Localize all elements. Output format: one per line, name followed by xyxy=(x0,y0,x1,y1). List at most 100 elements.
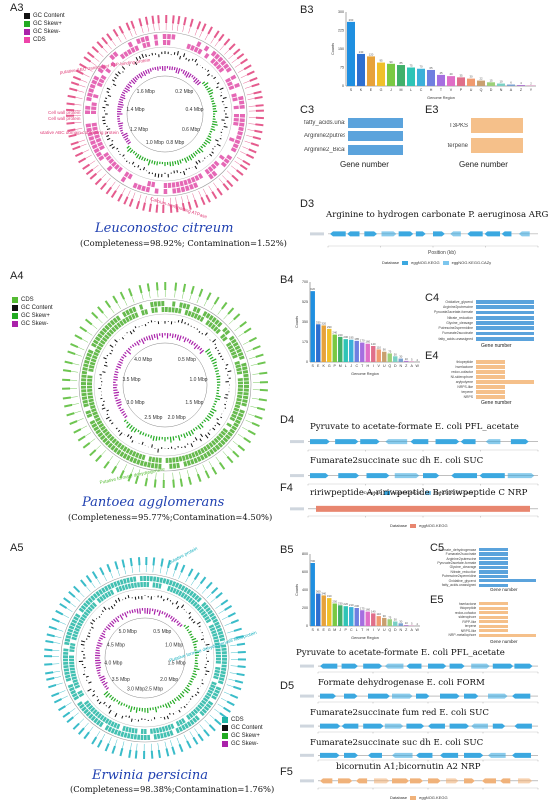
gc-content-bar xyxy=(114,344,117,346)
gene-label xyxy=(63,597,71,604)
gc-skew-bar xyxy=(129,345,133,349)
genome-scale-ring xyxy=(126,75,204,153)
x-tick-label: W xyxy=(416,364,420,368)
gc-content-bar xyxy=(188,58,190,62)
cds-feature xyxy=(229,348,235,353)
gc-skew-bar xyxy=(127,347,131,351)
gene-label xyxy=(196,473,202,483)
panel-f5: F5 bicornutin A1;bicornutin A2 NRP Datab… xyxy=(280,762,545,803)
gene-arrow xyxy=(392,778,410,784)
cds-feature xyxy=(150,301,154,308)
bar-value-label: 140 xyxy=(371,342,376,346)
contig-label xyxy=(300,753,314,757)
cds-feature xyxy=(172,463,177,469)
gc-skew-bar xyxy=(132,150,136,154)
gc-content-bar xyxy=(91,619,96,622)
cds-feature xyxy=(120,176,127,183)
x-tick-label: Z xyxy=(405,628,408,632)
gc-skew-bar xyxy=(140,338,145,345)
gc-skew-bar xyxy=(118,406,122,410)
cds-feature xyxy=(190,311,196,318)
gene-label xyxy=(258,398,267,402)
hbar xyxy=(479,615,508,619)
cds-feature xyxy=(228,335,235,341)
cds-feature xyxy=(83,403,89,408)
gene-label xyxy=(255,123,264,127)
gene-label-tick xyxy=(74,128,83,130)
hbar xyxy=(479,633,536,637)
gc-content-bar xyxy=(128,162,131,164)
bar-value-label: 175 xyxy=(360,606,365,610)
hbar-chart-e5: hserlactone thiopeptide redox-cofactor side… xyxy=(434,602,542,638)
cds-feature xyxy=(88,135,95,141)
cds-feature xyxy=(175,720,181,727)
gc-skew-bar xyxy=(116,365,122,369)
gc-content-bar xyxy=(96,695,98,698)
gc-skew-bar xyxy=(194,150,198,155)
cds-feature xyxy=(188,183,195,190)
gene-label xyxy=(91,46,99,53)
cds-feature xyxy=(86,413,93,419)
y-tick-label: 150 xyxy=(338,47,344,51)
cds-feature xyxy=(87,375,93,379)
cds-feature xyxy=(90,715,96,722)
cds-feature xyxy=(97,432,104,438)
x-tick-label: U xyxy=(383,364,386,368)
gc-skew-bar xyxy=(114,370,119,374)
gene-label xyxy=(171,746,176,755)
cds-feature xyxy=(202,613,208,619)
cds-feature xyxy=(110,727,116,734)
cds-feature xyxy=(215,328,221,335)
legend-a3: GC Content GC Skew+ GC Skew- CDS xyxy=(24,12,65,44)
db-legend-item: eggNOG.KEGG xyxy=(419,523,448,528)
cds-feature xyxy=(106,331,112,337)
gene-label-tick xyxy=(57,690,66,694)
hbar xyxy=(479,565,508,570)
cds-feature xyxy=(140,728,144,734)
hbar xyxy=(476,380,535,384)
gc-content-bar xyxy=(221,358,224,361)
hbar xyxy=(476,305,535,310)
gene-label-tick xyxy=(248,123,257,125)
gene-label-tick xyxy=(208,185,213,193)
gc-content-bar xyxy=(129,435,133,439)
gc-skew-bar xyxy=(95,649,100,652)
contig-label xyxy=(300,724,314,728)
gc-content-bar xyxy=(109,352,112,355)
bar-value-label: 85 xyxy=(399,61,403,65)
cds-feature xyxy=(81,613,88,619)
cds-feature xyxy=(126,733,131,739)
cds-feature xyxy=(77,701,83,707)
bar-value-label: 70 xyxy=(419,65,423,69)
database-legend: Database eggNOG.KEGG eggNOG.KEGG.CAZy xyxy=(364,490,474,495)
hbar xyxy=(348,131,403,142)
bar xyxy=(377,62,385,86)
gc-content-bar xyxy=(186,703,188,706)
hbar-label: Glycine_cleavage xyxy=(449,565,477,570)
x-tick-label: S xyxy=(312,628,315,632)
gene-label xyxy=(121,559,126,568)
cds-feature xyxy=(87,597,93,603)
gc-skew-bar xyxy=(182,336,185,339)
x-tick-label: U xyxy=(470,88,473,92)
x-tick-label: V xyxy=(378,364,381,368)
cds-feature xyxy=(210,615,217,621)
hbar-label: hserlactone xyxy=(458,601,477,606)
gene-label-tick xyxy=(195,467,199,476)
gc-skew-bar xyxy=(140,72,144,77)
gene-arrow xyxy=(320,752,340,758)
gc-content-bar xyxy=(176,51,179,56)
gene-label xyxy=(237,444,246,452)
gc-content-bar xyxy=(126,434,130,438)
gc-content-bar xyxy=(219,137,222,140)
x-tick-label: C xyxy=(350,628,353,632)
y-tick-label: 525 xyxy=(302,300,308,304)
gene-cluster-track xyxy=(300,693,539,704)
cds-feature xyxy=(215,648,221,652)
hbar-row: terpene xyxy=(434,624,542,628)
cds-feature xyxy=(188,590,195,597)
bar xyxy=(327,598,332,626)
cds-feature xyxy=(126,48,133,55)
cds-feature xyxy=(128,727,132,733)
gene-cluster-track xyxy=(290,505,539,518)
